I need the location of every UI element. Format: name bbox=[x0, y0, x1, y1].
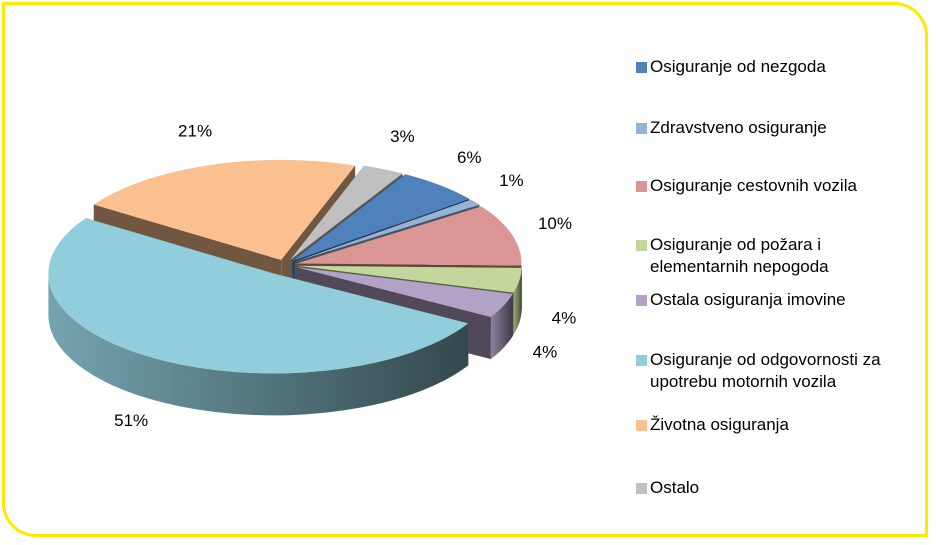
slice bbox=[292, 174, 470, 261]
legend-item: Osiguranje cestovnih vozila bbox=[636, 175, 916, 197]
slice-wall bbox=[48, 273, 469, 416]
data-label: 3% bbox=[390, 127, 415, 146]
legend-item: Osiguranje od odgovornosti za upotrebu m… bbox=[636, 349, 916, 393]
legend-label: Osiguranje cestovnih vozila bbox=[650, 176, 857, 195]
legend-item: Osiguranje od nezgoda bbox=[636, 56, 916, 78]
legend-swatch bbox=[636, 295, 647, 306]
legend-swatch bbox=[636, 181, 647, 192]
legend-swatch bbox=[636, 240, 647, 251]
slice bbox=[289, 165, 403, 261]
data-label: 4% bbox=[552, 309, 577, 328]
legend-swatch bbox=[636, 355, 647, 366]
data-label: 4% bbox=[533, 342, 558, 361]
legend-label: Životna osiguranja bbox=[650, 415, 789, 434]
slice bbox=[48, 218, 469, 374]
legend-item: Ostalo bbox=[636, 477, 916, 499]
legend-label: Ostala osiguranja imovine bbox=[650, 290, 846, 309]
legend-item: Ostala osiguranja imovine bbox=[636, 289, 916, 311]
slice bbox=[296, 265, 522, 293]
frame bbox=[2, 2, 928, 537]
slice-wall bbox=[513, 267, 522, 335]
legend-item: Zdravstveno osiguranje bbox=[636, 117, 916, 139]
legend-swatch bbox=[636, 420, 647, 431]
legend-label: Osiguranje od požara i elementarnih nepo… bbox=[650, 235, 829, 276]
data-label: 1% bbox=[499, 171, 524, 190]
slice bbox=[296, 267, 513, 318]
slice bbox=[93, 159, 356, 260]
data-label: 10% bbox=[538, 214, 572, 233]
legend-label: Osiguranje od nezgoda bbox=[650, 57, 826, 76]
slice-wall bbox=[490, 293, 513, 360]
legend-label: Zdravstveno osiguranje bbox=[650, 118, 827, 137]
legend-item: Osiguranje od požara i elementarnih nepo… bbox=[636, 234, 916, 278]
legend-swatch bbox=[636, 62, 647, 73]
slice bbox=[294, 199, 480, 262]
legend-label: Ostalo bbox=[650, 478, 700, 497]
slice bbox=[296, 206, 522, 266]
legend-swatch bbox=[636, 483, 647, 494]
legend-item: Životna osiguranja bbox=[636, 414, 916, 436]
legend-label: Osiguranje od odgovornosti za upotrebu m… bbox=[650, 350, 881, 391]
data-label: 6% bbox=[457, 148, 482, 167]
data-label: 21% bbox=[178, 121, 212, 140]
data-label: 51% bbox=[114, 411, 148, 430]
legend-swatch bbox=[636, 123, 647, 134]
